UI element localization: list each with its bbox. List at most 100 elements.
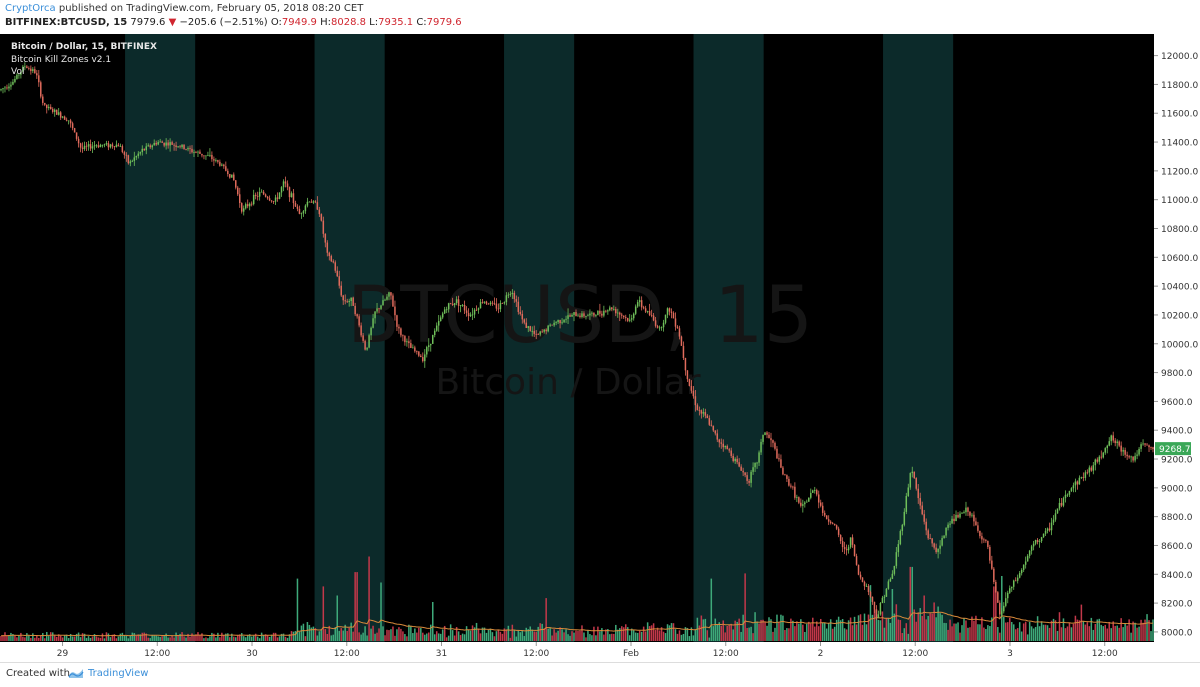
candle-body: [575, 312, 577, 317]
candle-body: [416, 351, 418, 353]
volume-bar: [83, 633, 86, 641]
volume-bar: [613, 633, 615, 641]
candle-body: [959, 513, 961, 518]
candle-body: [957, 514, 959, 518]
volume-bar: [123, 635, 126, 641]
volume-bar: [455, 627, 458, 641]
time-tick-label: 12:00: [902, 649, 928, 659]
candle-body: [615, 309, 617, 314]
candle-body: [965, 507, 967, 513]
volume-bar: [187, 633, 189, 641]
volume-bar: [716, 624, 719, 641]
volume-bar: [1128, 619, 1130, 641]
legend-volume[interactable]: Vol: [11, 67, 25, 77]
volume-bar: [927, 615, 929, 641]
legend-title[interactable]: Bitcoin / Dollar, 15, BITFINEX: [11, 42, 157, 52]
candle-body: [658, 327, 661, 329]
volume-bar: [1064, 628, 1067, 641]
candle-body: [792, 486, 794, 488]
volume-bar: [804, 631, 806, 641]
volume-bar: [845, 629, 848, 641]
candle-body: [483, 301, 486, 303]
volume-bar: [4, 632, 6, 641]
candle-body: [565, 318, 567, 320]
candle-body: [1104, 448, 1107, 453]
volume-bar: [292, 631, 295, 641]
volume-bar: [959, 632, 961, 641]
volume-bar: [408, 624, 410, 641]
volume-bar: [1138, 626, 1140, 641]
volume-bar: [223, 634, 225, 641]
close-value: 7979.6: [426, 17, 462, 28]
volume-bar: [636, 632, 639, 641]
author-link[interactable]: CryptOrca: [5, 3, 56, 14]
candle-body: [1080, 477, 1083, 479]
candle-body: [579, 315, 581, 318]
candle-body: [159, 141, 161, 143]
volume-bar: [800, 619, 802, 641]
volume-bar: [380, 582, 382, 641]
tradingview-logo-icon[interactable]: [68, 667, 84, 680]
candle-body: [300, 213, 303, 215]
volume-bar: [328, 625, 331, 641]
price-tick-label: 11400.0: [1161, 139, 1198, 149]
candle-body: [59, 112, 62, 118]
candle-body: [366, 347, 368, 350]
volume-bar: [981, 617, 983, 641]
volume-bar: [177, 635, 179, 641]
candle-body: [420, 355, 422, 358]
volume-bar: [744, 573, 746, 641]
candle-body: [1134, 455, 1136, 461]
candle-body: [632, 313, 635, 319]
candle-body: [24, 66, 26, 68]
volume-bar: [810, 623, 812, 641]
volume-bar: [1040, 621, 1043, 641]
volume-bar: [424, 634, 426, 641]
volume-bar: [1096, 619, 1099, 641]
price-tick-label: 10200.0: [1161, 311, 1198, 321]
candle-body: [925, 521, 927, 531]
volume-bar: [623, 627, 625, 641]
volume-bar: [849, 617, 852, 641]
price-tick-label: 10000.0: [1161, 340, 1198, 350]
candle-body: [223, 164, 225, 167]
candle-body: [439, 317, 442, 322]
candle-body: [742, 470, 744, 473]
candle-body: [535, 333, 537, 335]
candle-body: [740, 466, 742, 471]
volume-bar: [298, 631, 301, 641]
volume-bar: [861, 624, 864, 641]
candle-body: [1138, 448, 1140, 455]
kill-zone-2: [314, 34, 385, 642]
legend-indicator[interactable]: Bitcoin Kill Zones v2.1: [11, 54, 112, 65]
candle-body: [42, 96, 44, 103]
candle-body: [973, 514, 975, 522]
volume-bar: [937, 606, 939, 641]
watermark: BTCUSD, 15 Bitcoin / Dollar: [347, 271, 814, 403]
volume-bar: [662, 631, 665, 641]
volume-bar: [913, 609, 916, 641]
candle-body: [240, 203, 243, 212]
candle-body: [356, 314, 358, 317]
volume-bar: [750, 626, 752, 641]
candle-body: [893, 565, 896, 574]
volume-bar: [583, 632, 585, 641]
volume-bar: [929, 613, 931, 641]
volume-bar: [985, 629, 987, 641]
volume-bar: [607, 629, 609, 641]
volume-bar: [410, 625, 412, 641]
candle-body: [573, 312, 575, 315]
candle-body: [87, 144, 90, 147]
candle-body: [640, 300, 643, 308]
chart-area[interactable]: BTCUSD, 15 Bitcoin / Dollar 8000.0 8200.0…: [0, 34, 1200, 662]
volume-bar: [320, 629, 323, 641]
volume-bar: [392, 626, 394, 641]
candle-body: [215, 160, 217, 161]
candle-body: [49, 106, 52, 109]
candle-body: [266, 196, 269, 199]
volume-bar: [915, 621, 917, 641]
price-chart[interactable]: BTCUSD, 15 Bitcoin / Dollar 8000.0 8200.0…: [0, 34, 1200, 662]
volume-bar: [71, 636, 74, 641]
candle-body: [55, 109, 58, 115]
tradingview-link[interactable]: TradingView: [88, 668, 149, 679]
